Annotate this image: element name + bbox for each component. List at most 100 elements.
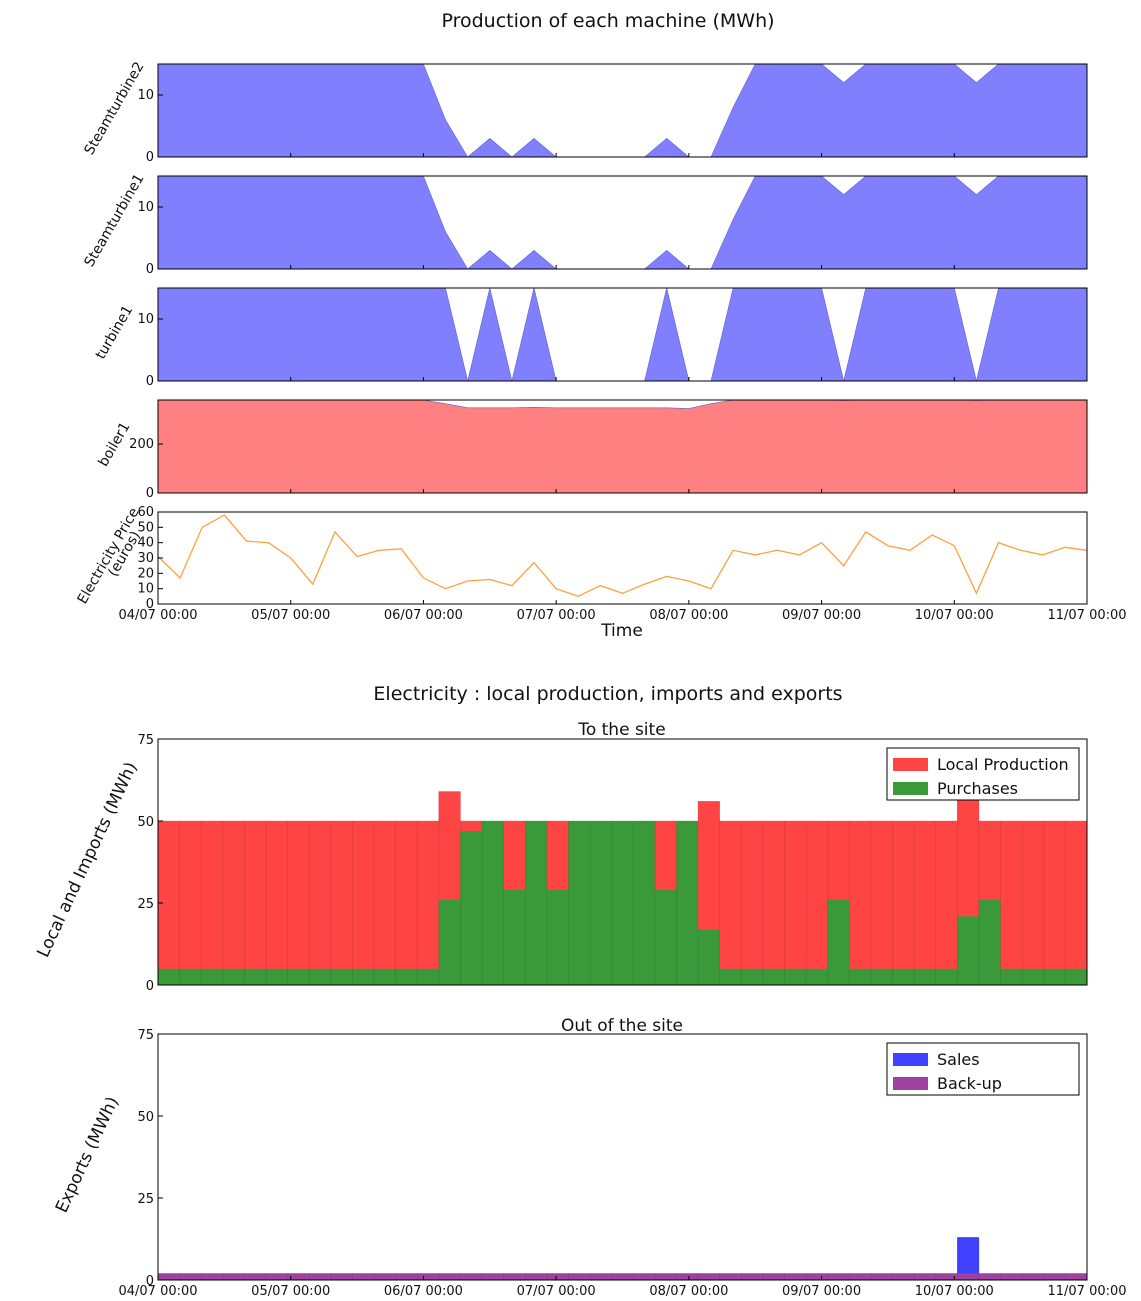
y-tick-label: 50 [137, 1110, 154, 1125]
chart-frame [157, 1033, 1088, 1281]
y-tick-label: 75 [137, 1028, 154, 1043]
local-production-bar [417, 820, 440, 969]
local-production-bar [654, 820, 677, 891]
panel-frame [157, 287, 1088, 382]
x-tick-label: 04/07 00:00 [118, 1284, 197, 1299]
x-tick-label: 09/07 00:00 [782, 608, 861, 623]
y-tick-label: 10 [137, 200, 154, 215]
purchases-bar [654, 889, 677, 986]
machines-x-axis-label: Time [600, 621, 643, 641]
production-area [157, 287, 1088, 382]
purchases-bar [957, 915, 980, 986]
back-up-bar [1065, 1273, 1088, 1281]
purchases-bar [870, 968, 893, 986]
y-tick-label: 20 [137, 566, 154, 581]
y-tick-label: 0 [146, 262, 154, 277]
local-production-bar [957, 794, 980, 917]
y-tick-label: 60 [137, 505, 154, 520]
back-up-bar [978, 1273, 1001, 1281]
panel-frame [157, 511, 1088, 605]
local-production-bar [201, 820, 223, 969]
y-axis-label: Exports (MWh) [52, 1094, 123, 1216]
legend-label: Purchases [937, 779, 1018, 798]
purchases-bar [157, 968, 180, 986]
purchases-bar [697, 929, 720, 986]
legend: Local Production Purchases [886, 747, 1080, 801]
x-tick-label: 04/07 00:00 [118, 608, 197, 623]
back-up-bar [395, 1273, 418, 1281]
purchases-bar [352, 968, 375, 986]
local-production-bar [546, 820, 569, 891]
to-site-subtitle: To the site [577, 720, 665, 740]
local-production-bar [395, 820, 418, 969]
x-tick-label: 08/07 00:00 [649, 1284, 728, 1299]
y-tick-label: 0 [146, 486, 154, 501]
local-production-bar [352, 820, 375, 969]
production-area [157, 399, 1088, 494]
back-up-bar [892, 1273, 915, 1281]
back-up-bar [1043, 1273, 1066, 1281]
y-axis-label: Steamturbine1 [81, 171, 147, 269]
sales-bar [957, 1237, 980, 1274]
purchases-bar [935, 968, 958, 986]
out-of-site-bar-chart: 0 25 50 75 Exports (MWh) Sales Back-up 04/07 00… [52, 1028, 1127, 1299]
purchases-bar [1000, 968, 1023, 986]
purchases-bar [222, 968, 245, 986]
y-axis-label: Steamturbine2 [81, 59, 147, 157]
local-production-bar [697, 801, 720, 930]
local-production-bar [222, 820, 245, 969]
x-tick-label: 07/07 00:00 [517, 1284, 596, 1299]
purchases-bar [417, 968, 440, 986]
purchases-bar [611, 820, 634, 986]
y-tick-label: 25 [137, 897, 154, 912]
back-up-bar [676, 1273, 699, 1281]
purchases-bar [460, 830, 483, 986]
purchases-bar [827, 899, 850, 986]
purchases-bar [978, 899, 1001, 986]
legend: Sales Back-up [886, 1042, 1080, 1096]
local-production-bar [914, 820, 936, 969]
x-tick-label: 08/07 00:00 [649, 608, 728, 623]
purchases-bar [244, 968, 267, 986]
purchases-bar [1043, 968, 1066, 986]
purchases-bar [503, 889, 526, 986]
local-production-bar [157, 820, 180, 969]
y-tick-label: 10 [137, 88, 154, 103]
back-up-bar [352, 1273, 375, 1281]
back-up-bar [157, 1273, 180, 1281]
purchases-bar [784, 968, 807, 986]
local-production-bar [784, 820, 807, 969]
local-production-bar [1043, 820, 1066, 969]
purchases-bar [741, 968, 764, 986]
back-up-bar [957, 1273, 980, 1281]
back-up-bar [417, 1273, 440, 1281]
y-tick-label: 50 [137, 520, 154, 535]
price-line [157, 514, 1088, 598]
purchases-bar [1065, 968, 1088, 986]
y-axis-label: Local and Imports (MWh) [33, 759, 141, 961]
purchases-bar [719, 968, 742, 986]
production-area [157, 63, 1088, 158]
back-up-bar [762, 1273, 785, 1281]
x-tick-label: 05/07 00:00 [251, 1284, 330, 1299]
local-production-bar [1065, 820, 1088, 969]
x-tick-label: 06/07 00:00 [384, 1284, 463, 1299]
panel-frame [157, 63, 1088, 158]
local-production-bar [373, 820, 396, 969]
purchases-bar [589, 820, 612, 986]
purchases-bar [1022, 968, 1044, 986]
back-up-bar [611, 1273, 634, 1281]
local-production-bar [179, 820, 202, 969]
to-site-bar-chart: 0 25 50 75 Local and Imports (MWh) Local Prod… [33, 733, 1088, 994]
local-production-bar [892, 820, 915, 969]
purchases-bar [525, 820, 548, 986]
back-up-bar [330, 1273, 353, 1281]
back-up-bar [568, 1273, 591, 1281]
back-up-bar [481, 1273, 504, 1281]
y-tick-label: 40 [137, 536, 154, 551]
local-production-bar [330, 820, 353, 969]
local-production-bar [1022, 820, 1044, 969]
y-tick-label: 50 [137, 815, 154, 830]
